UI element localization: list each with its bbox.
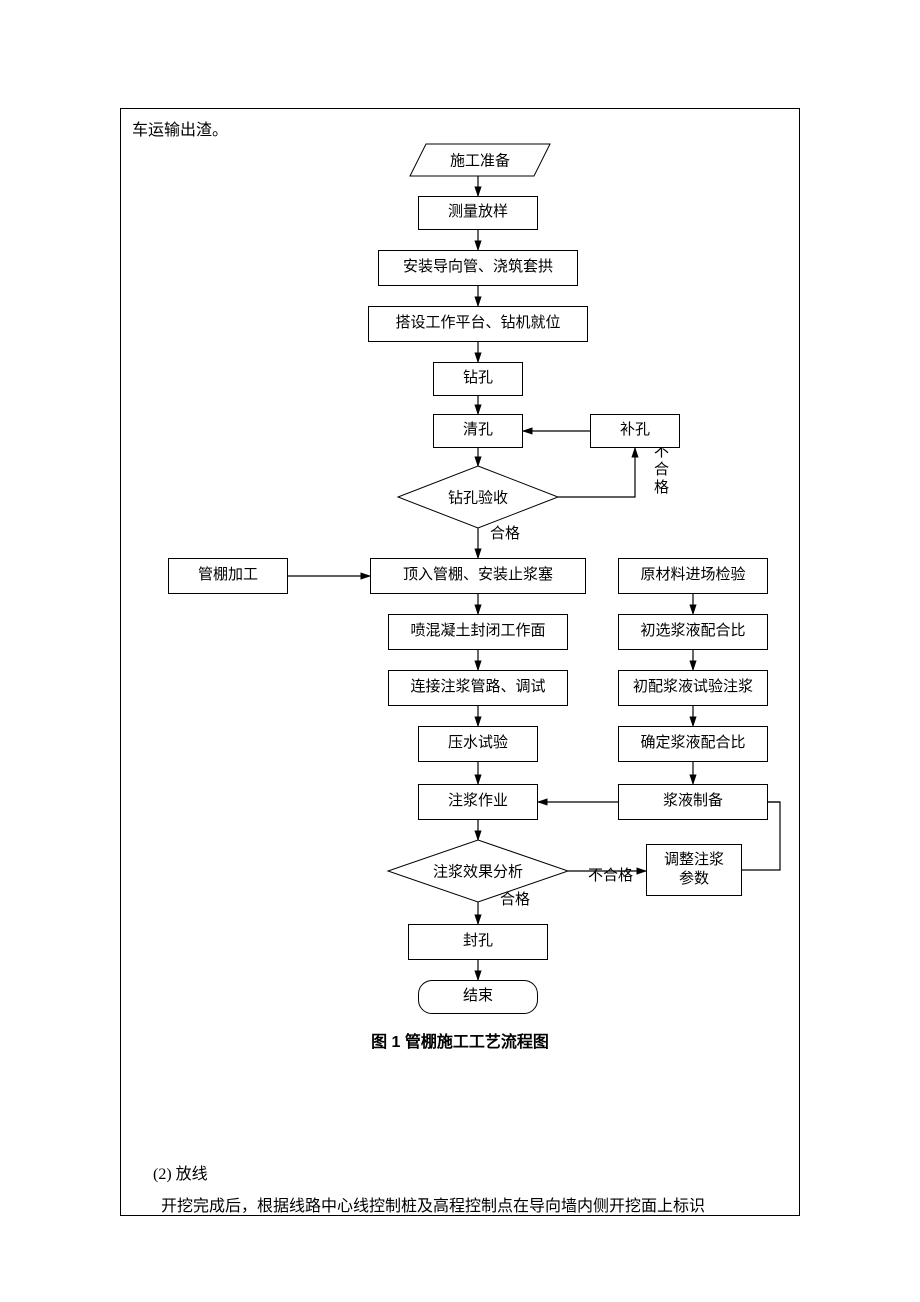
node-mix2: 初配浆液试验注浆 <box>618 670 768 706</box>
node-adjust: 调整注浆参数 <box>646 844 742 896</box>
node-clean: 清孔 <box>433 414 523 448</box>
flowchart-container: 施工准备钻孔验收注浆效果分析不合格合格合格不合格 测量放样安装导向管、浇筑套拱搭… <box>120 108 800 1108</box>
edge-inspect-patch <box>558 448 635 497</box>
node-slurry: 浆液制备 <box>618 784 768 820</box>
node-matcheck: 原材料进场检验 <box>618 558 768 594</box>
svg-text:注浆效果分析: 注浆效果分析 <box>433 862 523 880</box>
flowchart-caption: 图 1 管棚施工工艺流程图 <box>120 1028 800 1052</box>
node-shotcrete: 喷混凝土封闭工作面 <box>388 614 568 650</box>
node-guide: 安装导向管、浇筑套拱 <box>378 250 578 286</box>
node-platform: 搭设工作平台、钻机就位 <box>368 306 588 342</box>
svg-text:钻孔验收: 钻孔验收 <box>448 489 508 506</box>
body-line-0: (2) 放线 <box>153 1160 208 1184</box>
node-grout: 注浆作业 <box>418 784 538 820</box>
edge-label: 合格 <box>490 525 520 542</box>
node-mix3: 确定浆液配合比 <box>618 726 768 762</box>
node-end: 结束 <box>418 980 538 1014</box>
node-seal: 封孔 <box>408 924 548 960</box>
edge-label: 不合格 <box>588 867 633 884</box>
node-drill: 钻孔 <box>433 362 523 396</box>
node-patch: 补孔 <box>590 414 680 448</box>
page: 车运输出渣。 施工准备钻孔验收注浆效果分析不合格合格合格不合格 测量放样安装导向… <box>0 0 920 1302</box>
edge-label: 不合格 <box>654 444 669 496</box>
svg-text:施工准备: 施工准备 <box>450 152 510 169</box>
edge-label: 合格 <box>500 891 530 908</box>
node-connect: 连接注浆管路、调试 <box>388 670 568 706</box>
body-line-1: 开挖完成后，根据线路中心线控制桩及高程控制点在导向墙内侧开挖面上标识 <box>161 1192 705 1216</box>
node-water: 压水试验 <box>418 726 538 762</box>
node-pipeproc: 管棚加工 <box>168 558 288 594</box>
node-survey: 测量放样 <box>418 196 538 230</box>
node-mix1: 初选浆液配合比 <box>618 614 768 650</box>
node-insert: 顶入管棚、安装止浆塞 <box>370 558 586 594</box>
